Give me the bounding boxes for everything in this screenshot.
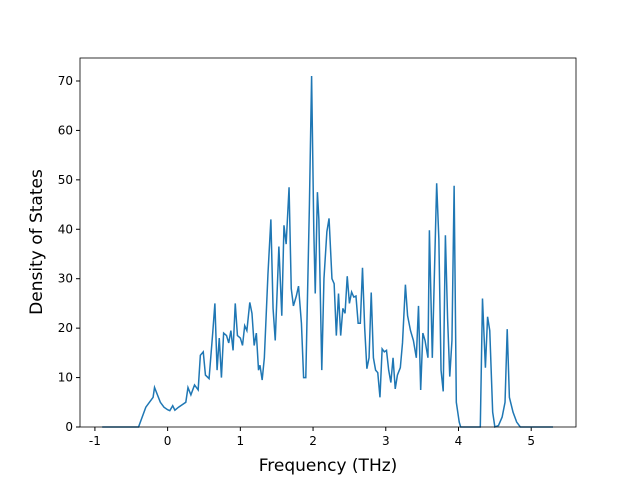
y-tick-label: 30 [58,272,73,286]
x-tick-label: 3 [382,434,390,448]
x-tick-label: 0 [164,434,172,448]
y-tick-label: 70 [58,74,73,88]
line [102,76,554,429]
x-tick-label: 1 [237,434,245,448]
y-tick-label: 0 [65,420,73,434]
y-tick-label: 10 [58,371,73,385]
plot-frame [79,57,577,428]
x-tick-label: -1 [89,434,101,448]
x-axis-label: Frequency (THz) [259,456,398,476]
y-axis-label: Density of States [27,169,47,315]
x-tick-label: 5 [527,434,535,448]
y-tick-label: 20 [58,321,73,335]
y-tick-label: 60 [58,123,73,137]
y-tick-label: 40 [58,222,73,236]
x-tick-label: 2 [309,434,317,448]
y-tick-label: 50 [58,173,73,187]
x-tick-label: 4 [455,434,463,448]
